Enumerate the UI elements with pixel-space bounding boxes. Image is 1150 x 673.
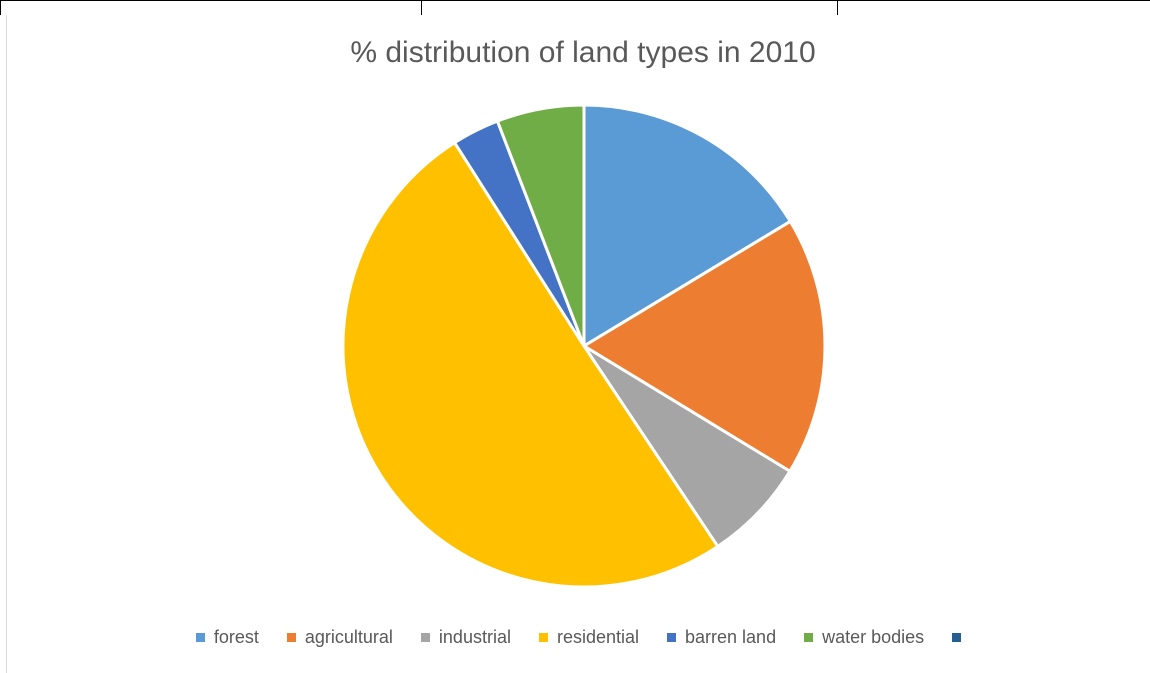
chart-title: % distribution of land types in 2010 [350,36,816,69]
legend-label: agricultural [304,627,393,647]
legend-item-agricultural: agricultural [286,627,393,648]
legend-label: water bodies [822,627,925,647]
legend-swatch [195,633,205,642]
legend-swatch [286,633,296,642]
table-border-left [0,0,1,15]
legend-label: barren land [685,627,777,647]
chart-legend: forest agricultural industrial residential b… [0,627,1150,648]
legend-swatch [538,633,548,642]
pie-slice-water-bodies [495,103,586,348]
table-border-divider-2 [837,0,838,15]
chart-area-border-left [6,15,7,673]
legend-label: residential [556,627,640,647]
legend-item-forest: forest [195,627,259,648]
pie-slice-residential [341,141,720,589]
legend-label: forest [213,627,259,647]
pie-slice-agricultural [582,219,827,473]
legend-item-unnamed [952,633,970,642]
pie-slice-industrial [582,344,792,548]
table-border-top [0,0,1150,1]
legend-item-residential: residential [538,627,640,648]
legend-item-industrial: industrial [420,627,511,648]
legend-label: industrial [438,627,511,647]
legend-item-barren-land: barren land [667,627,776,648]
legend-swatch [667,633,677,642]
legend-swatch [420,633,430,642]
legend-item-water-bodies: water bodies [804,627,924,648]
legend-swatch [804,633,814,642]
table-border-divider-1 [421,0,422,15]
pie-slice-forest [582,103,792,348]
legend-swatch [952,633,962,642]
